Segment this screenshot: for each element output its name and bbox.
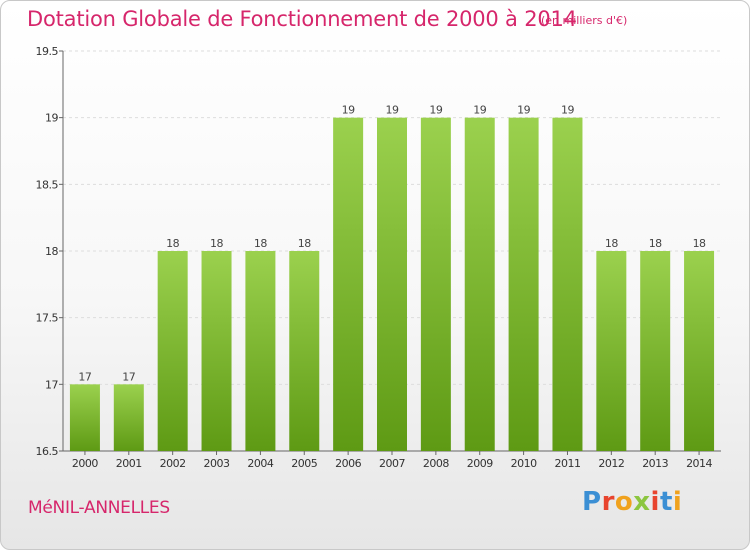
x-tick-label-2007: 2007 [379, 457, 405, 470]
y-tick-label: 17.5 [36, 312, 59, 325]
x-tick-label-2003: 2003 [204, 457, 230, 470]
proxiti-logo[interactable]: Proxiti [582, 487, 682, 517]
value-label-2011: 19 [561, 104, 574, 117]
x-tick-label-2012: 2012 [598, 457, 624, 470]
commune-name: MéNIL-ANNELLES [28, 498, 170, 518]
y-tick-label: 19 [45, 112, 58, 125]
logo-letter: t [659, 487, 673, 517]
bar-2009 [464, 117, 495, 452]
logo-letter: i [650, 487, 660, 517]
value-label-2014: 18 [693, 237, 706, 250]
x-tick-label-2014: 2014 [686, 457, 712, 470]
bar-2005 [289, 251, 320, 451]
logo-letter: i [672, 487, 683, 517]
y-tick-label: 18 [45, 245, 58, 258]
x-tick-label-2009: 2009 [467, 457, 493, 470]
bar-2010 [508, 117, 539, 452]
bar-2012 [596, 251, 627, 451]
bar-2013 [640, 251, 671, 451]
logo-letter: P [582, 487, 602, 517]
logo-letter: r [601, 487, 615, 517]
chart-title: Dotation Globale de Fonctionnement de 20… [27, 7, 577, 31]
value-label-2002: 18 [166, 237, 179, 250]
y-tick-label: 16.5 [36, 445, 59, 458]
bar-2007 [377, 117, 407, 452]
value-label-2009: 19 [473, 104, 486, 117]
value-label-2004: 18 [254, 237, 267, 250]
y-tick-label: 19.5 [36, 45, 59, 58]
chart-unit: (en milliers d'€) [541, 14, 628, 27]
bar-2000 [69, 384, 100, 451]
logo-letter: x [633, 487, 651, 517]
value-label-2003: 18 [210, 237, 223, 250]
value-label-2007: 19 [386, 104, 399, 117]
x-tick-label-2002: 2002 [160, 457, 186, 470]
value-label-2008: 19 [429, 104, 442, 117]
bar-2002 [157, 251, 188, 451]
bar-2001 [113, 384, 144, 451]
bar-2011 [552, 117, 583, 452]
x-tick-label-2008: 2008 [423, 457, 449, 470]
x-tick-label-2006: 2006 [335, 457, 361, 470]
value-label-2001: 17 [122, 370, 135, 383]
x-tick-label-2013: 2013 [642, 457, 668, 470]
x-tick-label-2000: 2000 [72, 457, 98, 470]
x-tick-label-2004: 2004 [247, 457, 273, 470]
value-label-2012: 18 [605, 237, 618, 250]
y-tick-label: 18.5 [36, 178, 59, 191]
logo-letter: o [614, 487, 634, 517]
x-tick-label-2011: 2011 [554, 457, 580, 470]
bar-2006 [333, 117, 364, 452]
y-tick-label: 17 [45, 378, 58, 391]
value-label-2013: 18 [649, 237, 662, 250]
x-tick-label-2010: 2010 [511, 457, 537, 470]
x-tick-label-2001: 2001 [116, 457, 142, 470]
value-label-2005: 18 [298, 237, 311, 250]
value-label-2010: 19 [517, 104, 530, 117]
x-tick-label-2005: 2005 [291, 457, 317, 470]
bar-2003 [201, 251, 232, 451]
bar-2004 [245, 251, 276, 451]
value-label-2006: 19 [342, 104, 355, 117]
bar-2008 [420, 117, 451, 452]
bar-2014 [684, 251, 715, 451]
value-label-2000: 17 [78, 370, 91, 383]
